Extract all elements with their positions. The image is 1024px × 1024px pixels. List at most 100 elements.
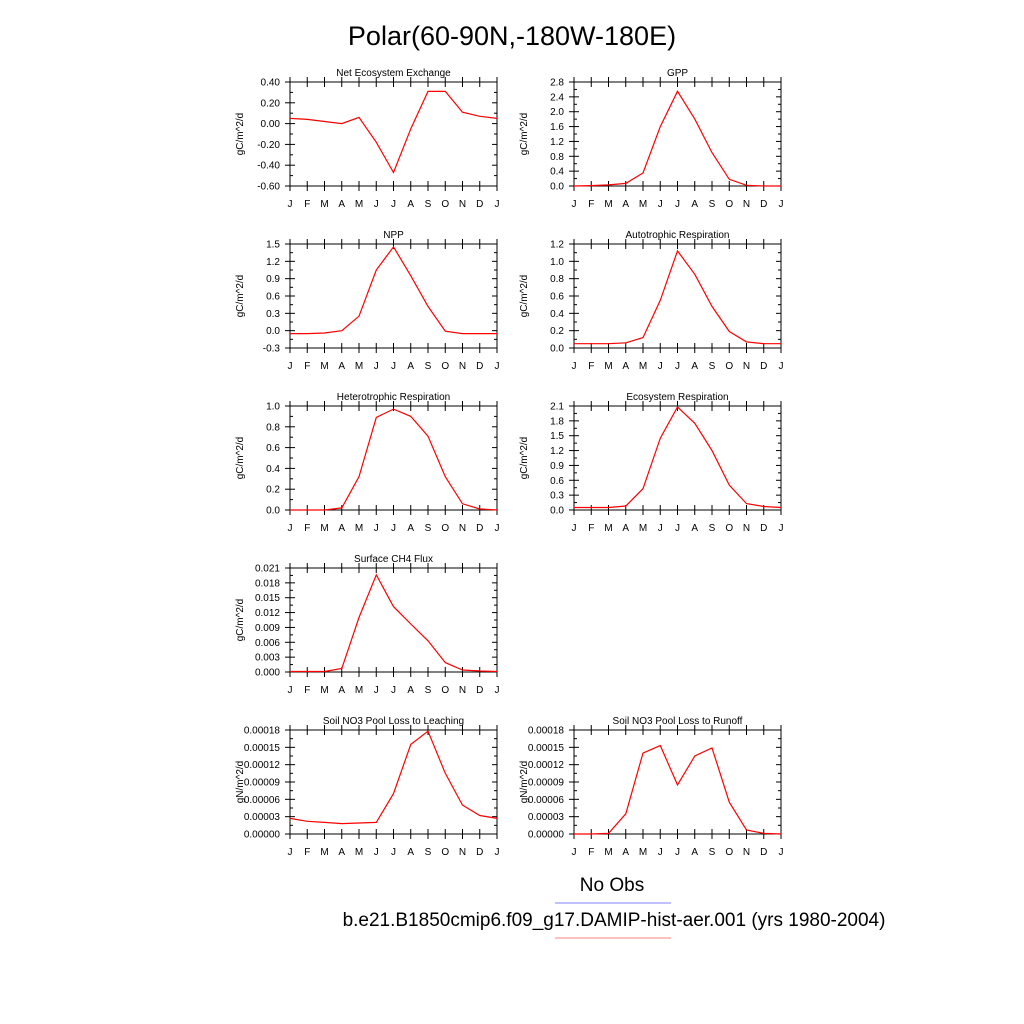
y-tick-label: 0.9	[550, 461, 564, 472]
x-tick-label: J	[675, 199, 680, 210]
x-tick-label: A	[338, 361, 345, 372]
y-tick-label: 0.0	[550, 506, 564, 517]
x-tick-label: N	[459, 199, 466, 210]
series-line	[574, 744, 782, 835]
x-tick-label: M	[320, 199, 328, 210]
y-tick-label: 0.40	[261, 78, 281, 89]
x-tick-label: F	[588, 847, 594, 858]
y-tick-label: 0.009	[255, 623, 280, 634]
y-tick-label: 0.4	[550, 167, 564, 178]
x-tick-label: A	[622, 523, 629, 534]
y-tick-label: 0.0	[266, 506, 280, 517]
x-tick-label: O	[441, 847, 449, 858]
plot-frame	[289, 81, 498, 187]
y-tick-label: -0.60	[257, 182, 280, 193]
y-axis-label: gN/m^2/d	[235, 761, 246, 804]
plot-frame	[573, 405, 782, 511]
x-tick-label: F	[304, 361, 310, 372]
panel-autotrophic-respiration: Autotrophic Respiration gC/m^2/d 1.2 1.0 0.8…	[519, 230, 784, 372]
x-tick-label: J	[495, 361, 500, 372]
x-tick-label: S	[425, 361, 432, 372]
y-tick-label: 0.6	[550, 292, 564, 303]
x-tick-label: F	[588, 361, 594, 372]
x-tick-label: J	[658, 523, 663, 534]
y-tick-label: 0.00018	[244, 726, 281, 737]
x-tick-label: O	[441, 523, 449, 534]
x-tick-label: J	[675, 847, 680, 858]
series-line	[573, 90, 781, 187]
x-tick-label: J	[288, 199, 293, 210]
series-line	[289, 730, 498, 825]
x-tick-label: J	[288, 523, 293, 534]
series-line	[574, 406, 782, 509]
x-tick-label: J	[495, 523, 500, 534]
y-tick-label: 0.00012	[528, 760, 565, 771]
y-tick-label: 0.00006	[528, 795, 565, 806]
x-tick-label: J	[495, 685, 500, 696]
y-tick-label: 0.018	[255, 578, 280, 589]
y-axis-label: gN/m^2/d	[519, 761, 530, 804]
y-tick-label: 0.00009	[244, 778, 281, 789]
x-tick-label: J	[374, 523, 379, 534]
x-tick-label: M	[604, 199, 612, 210]
y-tick-label: 0.0	[266, 326, 280, 337]
x-tick-label: F	[304, 685, 310, 696]
x-tick-label: J	[572, 361, 577, 372]
y-tick-label: 1.8	[550, 416, 564, 427]
y-tick-label: 0.6	[550, 476, 564, 487]
x-tick-label: J	[391, 847, 396, 858]
x-tick-label: D	[476, 361, 483, 372]
x-tick-label: J	[675, 361, 680, 372]
x-tick-label: S	[425, 523, 432, 534]
x-tick-label: M	[355, 847, 363, 858]
x-tick-label: M	[355, 199, 363, 210]
y-tick-label: 1.2	[550, 137, 564, 148]
y-tick-label: 0.00	[261, 119, 281, 130]
y-tick-label: 0.8	[266, 422, 280, 433]
x-tick-label: F	[304, 523, 310, 534]
y-tick-label: 0.8	[550, 274, 564, 285]
panel-title: Net Ecosystem Exchange	[336, 68, 451, 79]
y-tick-label: -0.40	[257, 161, 280, 172]
x-tick-label: F	[304, 847, 310, 858]
x-tick-label: J	[495, 199, 500, 210]
x-tick-label: F	[588, 199, 594, 210]
y-tick-label: 1.5	[550, 431, 564, 442]
y-tick-label: 1.6	[550, 122, 564, 133]
y-tick-label: 0.021	[255, 564, 280, 575]
x-tick-label: N	[459, 523, 466, 534]
y-tick-label: 0.3	[550, 491, 564, 502]
y-tick-label: 0.20	[261, 98, 281, 109]
y-axis-label: gC/m^2/d	[519, 275, 530, 318]
y-axis-label: gC/m^2/d	[519, 113, 530, 156]
page-title: Polar(60-90N,-180W-180E)	[348, 21, 676, 51]
y-tick-label: 0.2	[266, 485, 280, 496]
series-line	[290, 573, 498, 673]
x-tick-label: M	[320, 847, 328, 858]
series-line	[290, 245, 497, 335]
x-tick-label: D	[476, 847, 483, 858]
x-tick-label: A	[338, 685, 345, 696]
y-tick-label: 0.6	[266, 292, 280, 303]
x-tick-label: A	[622, 199, 629, 210]
x-tick-label: A	[622, 847, 629, 858]
panel-title: Heterotrophic Respiration	[337, 392, 450, 403]
x-tick-label: M	[320, 361, 328, 372]
x-tick-label: J	[288, 361, 293, 372]
y-tick-label: -0.3	[263, 344, 281, 355]
x-tick-label: J	[391, 523, 396, 534]
y-axis-label: gC/m^2/d	[235, 437, 246, 480]
series-line	[574, 249, 781, 345]
x-tick-label: A	[338, 847, 345, 858]
x-tick-label: O	[441, 361, 449, 372]
panel-soil-no3-pool-loss-to-runoff: Soil NO3 Pool Loss to RunoffgN/m^2/d0.00…	[519, 716, 784, 858]
plot-frame	[289, 405, 498, 511]
panel-grid: Net Ecosystem Exchange gC/m^2/d 0.40 0.20 0.…	[235, 68, 784, 858]
y-tick-label: 0.6	[266, 443, 280, 454]
legend: No Obs b.e21.B1850cmip6.f09_g17.DAMIP-hi…	[343, 875, 885, 939]
x-tick-label: S	[709, 361, 716, 372]
y-tick-label: 0.015	[255, 593, 280, 604]
panel-title: Autotrophic Respiration	[626, 230, 730, 241]
series-line	[289, 90, 498, 174]
x-tick-label: O	[725, 361, 733, 372]
